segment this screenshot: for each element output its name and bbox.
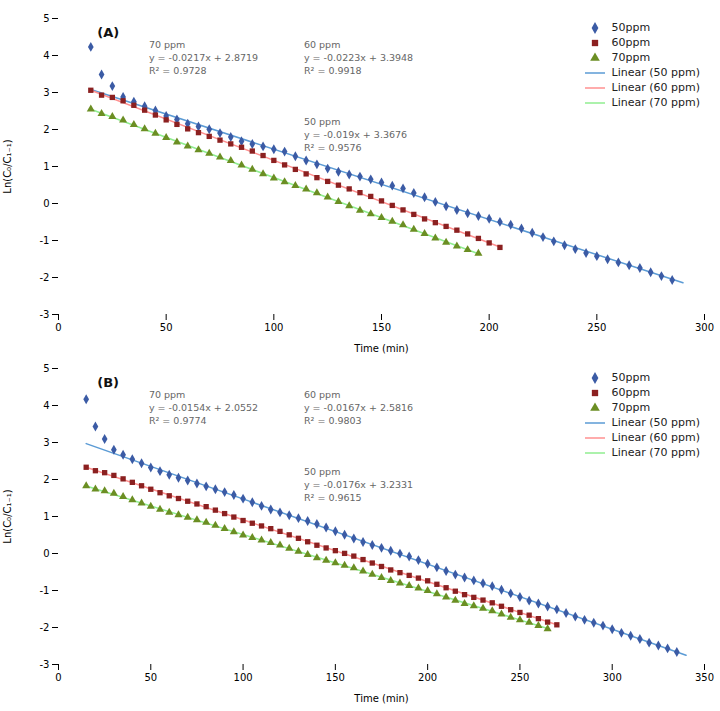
svg-text:Time (min): Time (min): [353, 343, 408, 354]
svg-text:70 ppmy = -0.0154x + 2.0552R²: 70 ppmy = -0.0154x + 2.0552R² = 0.9774: [149, 389, 258, 426]
svg-text:350: 350: [695, 672, 714, 683]
svg-text:100: 100: [234, 672, 253, 683]
svg-text:(B): (B): [97, 375, 119, 390]
svg-text:150: 150: [326, 672, 345, 683]
svg-text:50: 50: [144, 672, 157, 683]
svg-text:200: 200: [480, 322, 499, 333]
html-text:50ppm: 50ppm: [611, 371, 651, 384]
svg-text:60 ppmy = -0.0167x + 2.5816R²: 60 ppmy = -0.0167x + 2.5816R² = 0.9803: [304, 389, 413, 426]
html-text:Linear (70 ppm): Linear (70 ppm): [611, 96, 700, 109]
svg-text:Ln(C₀/C₁₋₁): Ln(C₀/C₁₋₁): [2, 139, 13, 193]
svg-text:5: 5: [43, 13, 49, 24]
svg-text:-1: -1: [40, 235, 50, 246]
svg-text:0: 0: [55, 322, 61, 333]
svg-text:3: 3: [43, 437, 49, 448]
svg-text:300: 300: [695, 322, 714, 333]
svg-text:0: 0: [55, 672, 61, 683]
html-text:Linear (70 ppm): Linear (70 ppm): [611, 446, 700, 459]
svg-text:0: 0: [43, 548, 49, 559]
html-text:50ppm: 50ppm: [611, 21, 651, 34]
html-text:Linear (50 ppm): Linear (50 ppm): [611, 416, 700, 429]
html-text:70ppm: 70ppm: [611, 51, 651, 64]
svg-text:50 ppmy = -0.019x + 3.3676R² =: 50 ppmy = -0.019x + 3.3676R² = 0.9576: [304, 116, 407, 153]
svg-text:2: 2: [43, 124, 49, 135]
svg-text:-3: -3: [40, 659, 50, 670]
svg-text:2: 2: [43, 474, 49, 485]
svg-text:50 ppmy = -0.0176x + 3.2331R²: 50 ppmy = -0.0176x + 3.2331R² = 0.9615: [304, 466, 413, 503]
svg-text:1: 1: [43, 511, 49, 522]
html-text:60ppm: 60ppm: [611, 386, 651, 399]
svg-text:0: 0: [43, 198, 49, 209]
svg-text:200: 200: [418, 672, 437, 683]
svg-text:4: 4: [43, 50, 49, 61]
svg-text:250: 250: [510, 672, 529, 683]
svg-text:60 ppmy = -0.0223x + 3.3948R²: 60 ppmy = -0.0223x + 3.3948R² = 0.9918: [304, 39, 413, 76]
svg-text:50: 50: [160, 322, 173, 333]
svg-text:Time (min): Time (min): [353, 693, 408, 704]
svg-text:5: 5: [43, 363, 49, 374]
html-text:Linear (60 ppm): Linear (60 ppm): [611, 81, 700, 94]
svg-text:-2: -2: [40, 622, 50, 633]
html-text:70ppm: 70ppm: [611, 401, 651, 414]
svg-text:150: 150: [372, 322, 391, 333]
svg-text:300: 300: [603, 672, 622, 683]
html-text:Linear (50 ppm): Linear (50 ppm): [611, 66, 700, 79]
svg-text:1: 1: [43, 161, 49, 172]
svg-text:100: 100: [264, 322, 283, 333]
svg-text:250: 250: [587, 322, 606, 333]
svg-text:70 ppmy = -0.0217x + 2.8719R²: 70 ppmy = -0.0217x + 2.8719R² = 0.9728: [149, 39, 258, 76]
svg-text:(A): (A): [97, 25, 119, 40]
html-text:Linear (60 ppm): Linear (60 ppm): [611, 431, 700, 444]
svg-text:-3: -3: [40, 309, 50, 320]
svg-text:4: 4: [43, 400, 49, 411]
html-text:60ppm: 60ppm: [611, 36, 651, 49]
svg-text:Ln(C₀/C₁₋₁): Ln(C₀/C₁₋₁): [2, 489, 13, 543]
svg-text:-1: -1: [40, 585, 50, 596]
svg-text:3: 3: [43, 87, 49, 98]
svg-text:-2: -2: [40, 272, 50, 283]
